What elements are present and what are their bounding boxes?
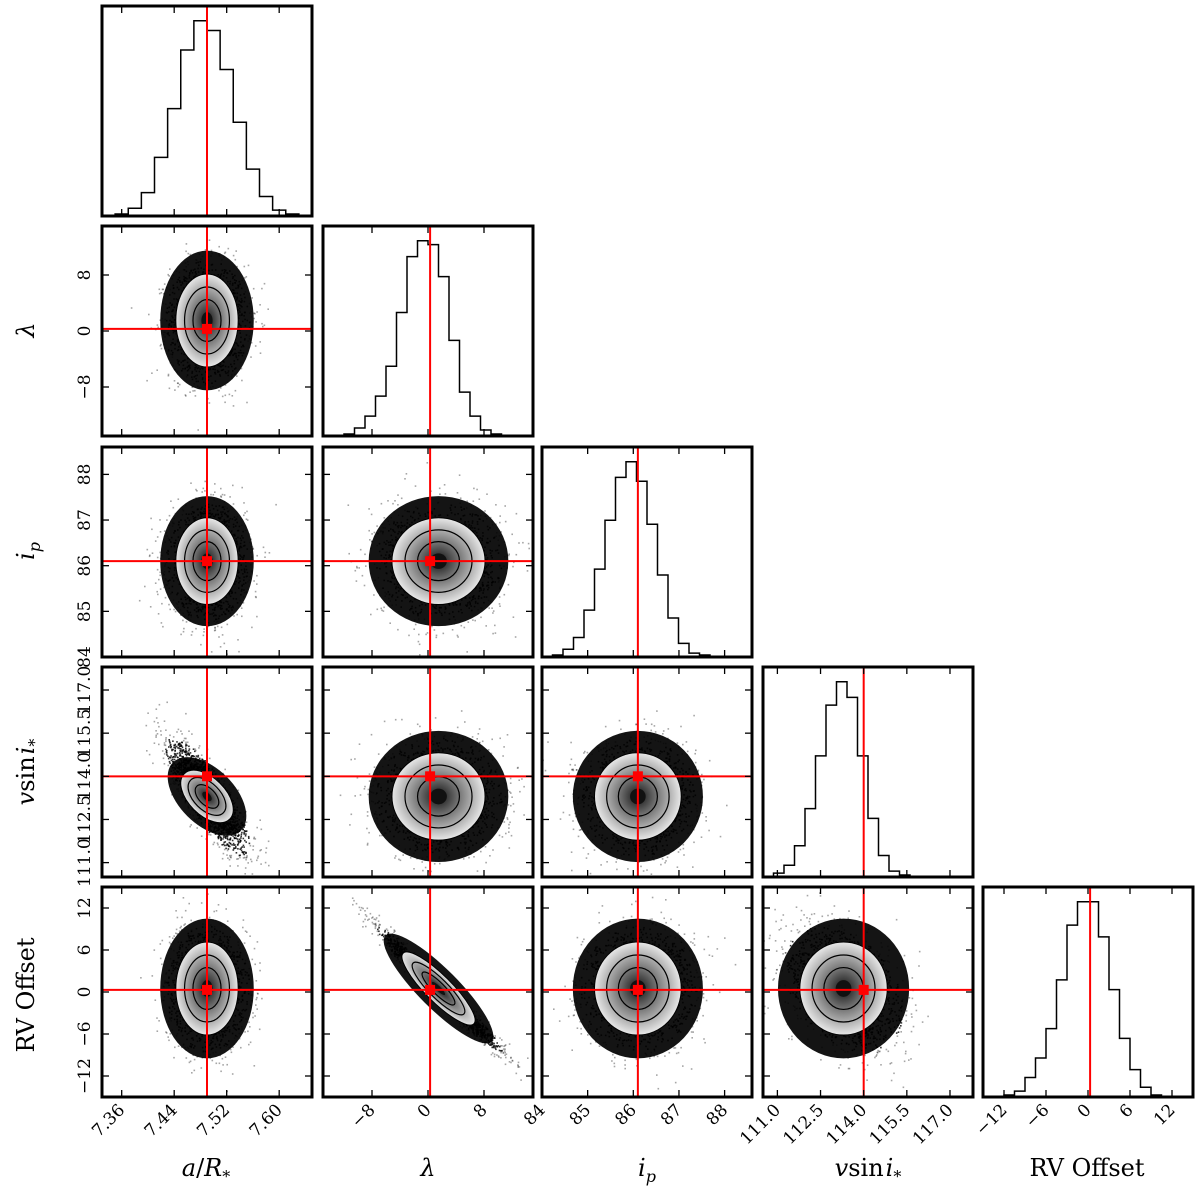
y-tick-label-rv_offset: −6 — [75, 1021, 95, 1046]
y-tick-label-i_p: 84 — [75, 646, 95, 668]
x-tick-label-a_over_rstar: 7.44 — [141, 1100, 182, 1141]
x-tick-label-lambda: 0 — [414, 1100, 436, 1122]
y-tick-label-vsini: 112.5 — [75, 795, 95, 844]
hist-step-lambda — [323, 239, 533, 436]
density-peak — [430, 788, 447, 805]
density-peak — [431, 981, 446, 996]
panel-frame — [100, 665, 314, 879]
y-tick-label-rv_offset: 12 — [75, 897, 95, 919]
y-tick-label-rv_offset: −12 — [75, 1058, 95, 1094]
scatter-panel-i_p-vs-rv_offset: 84 85 86 87 88 — [520, 885, 754, 1130]
y-tick-label-vsini: 115.5 — [75, 709, 95, 758]
truth-marker — [202, 771, 212, 782]
y-tick-label-vsini: 117.0 — [75, 666, 95, 715]
contour-middle — [187, 776, 227, 816]
y-tick-label-i_p: 88 — [75, 464, 95, 486]
y-tick-label-i_p: 86 — [75, 555, 95, 577]
contour-middle — [811, 954, 876, 1023]
contour-inner — [194, 784, 220, 809]
x-tick-label-rv_offset: 0 — [1074, 1100, 1096, 1122]
x-tick-label-i_p: 87 — [657, 1100, 686, 1129]
truth-marker — [202, 556, 212, 567]
y-tick-label-i_p: 87 — [75, 509, 95, 531]
x-tick-label-vsini: 117.0 — [909, 1100, 958, 1149]
truth-marker — [425, 984, 436, 995]
contour-middle — [411, 961, 466, 1016]
ylabel-vsini: vsini* — [12, 739, 44, 806]
scatter-panel-lambda-vs-i_p — [321, 445, 535, 659]
x-tick-label-i_p: 84 — [520, 1100, 549, 1129]
y-tick-label-lambda: −8 — [75, 374, 95, 399]
x-tick-label-vsini: 111.0 — [736, 1100, 785, 1149]
x-tick-label-lambda: 8 — [470, 1100, 492, 1122]
truth-marker — [858, 984, 869, 995]
panel-frame — [540, 445, 754, 659]
y-tick-label-vsini: 111.0 — [75, 838, 95, 887]
x-tick-label-rv_offset: 6 — [1116, 1100, 1138, 1122]
scatter-panel-a_over_rstar-vs-i_p: 84 85 86 87 88 — [75, 445, 314, 668]
truth-marker — [202, 984, 212, 995]
x-tick-label-rv_offset: 12 — [1150, 1100, 1179, 1129]
scatter-panel-a_over_rstar-vs-rv_offset: 7.36 7.44 7.52 7.60 −12 −6 0 6 12 — [75, 885, 314, 1141]
panel-frame — [100, 4, 314, 218]
y-tick-label-lambda: 8 — [75, 270, 95, 281]
panel-frame — [540, 665, 754, 879]
xlabel-a-over-rstar: a/R* — [182, 1154, 230, 1186]
x-tick-label-i_p: 88 — [703, 1100, 732, 1129]
scatter-panel-lambda-vs-vsini — [321, 665, 535, 879]
hist-step-vsini — [763, 680, 973, 877]
truth-marker — [425, 556, 436, 567]
truth-marker — [632, 771, 643, 782]
truth-marker — [202, 323, 212, 334]
y-tick-label-vsini: 114.0 — [75, 752, 95, 801]
hist-step-rv_offset — [983, 900, 1193, 1097]
panel-frame — [321, 224, 535, 438]
x-tick-label-rv_offset: −12 — [972, 1100, 1012, 1140]
hist-panel-vsini — [761, 665, 975, 879]
scatter-panel-i_p-vs-vsini — [540, 665, 754, 879]
scatter-panel-a_over_rstar-vs-lambda: −8 0 8 — [75, 224, 314, 438]
y-tick-label-i_p: 85 — [75, 601, 95, 623]
density-peak — [835, 980, 852, 997]
ylabel-rv-offset: RV Offset — [12, 937, 40, 1052]
panel-frame — [981, 885, 1195, 1099]
ylabel-lambda: λ — [12, 322, 40, 338]
panel-frame — [100, 445, 314, 659]
xlabel-ip: ip — [638, 1154, 656, 1186]
truth-marker — [425, 771, 436, 782]
x-tick-label-i_p: 85 — [566, 1100, 595, 1129]
hist-step-i_p — [542, 460, 752, 657]
x-tick-label-a_over_rstar: 7.36 — [88, 1100, 129, 1141]
x-tick-label-vsini: 115.5 — [866, 1100, 915, 1149]
hist-panel-rv_offset: −12 −6 0 6 12 — [972, 885, 1195, 1140]
y-tick-label-lambda: 0 — [75, 326, 95, 337]
panel-frame — [761, 665, 975, 879]
x-tick-label-rv_offset: −6 — [1022, 1100, 1054, 1132]
xlabel-vsini: vsini* — [835, 1154, 902, 1186]
x-tick-label-lambda: −8 — [348, 1100, 380, 1132]
x-tick-label-vsini: 112.5 — [780, 1100, 829, 1149]
scatter-panel-lambda-vs-rv_offset: −8 0 8 — [321, 885, 535, 1132]
x-tick-label-vsini: 114.0 — [823, 1100, 872, 1149]
y-tick-label-rv_offset: 6 — [75, 945, 95, 956]
contour-middle — [404, 764, 473, 829]
truth-marker — [632, 984, 643, 995]
x-tick-label-a_over_rstar: 7.52 — [193, 1100, 234, 1141]
xlabel-rv-offset: RV Offset — [1029, 1154, 1144, 1182]
x-tick-label-a_over_rstar: 7.60 — [246, 1100, 287, 1141]
hist-panel-a_over_rstar — [100, 4, 314, 218]
xlabel-lambda: λ — [419, 1154, 435, 1182]
hist-panel-i_p — [540, 445, 754, 659]
ylabel-ip: ip — [12, 542, 44, 560]
x-tick-label-i_p: 86 — [611, 1100, 640, 1129]
y-tick-label-rv_offset: 0 — [75, 987, 95, 998]
hist-panel-lambda — [321, 224, 535, 438]
